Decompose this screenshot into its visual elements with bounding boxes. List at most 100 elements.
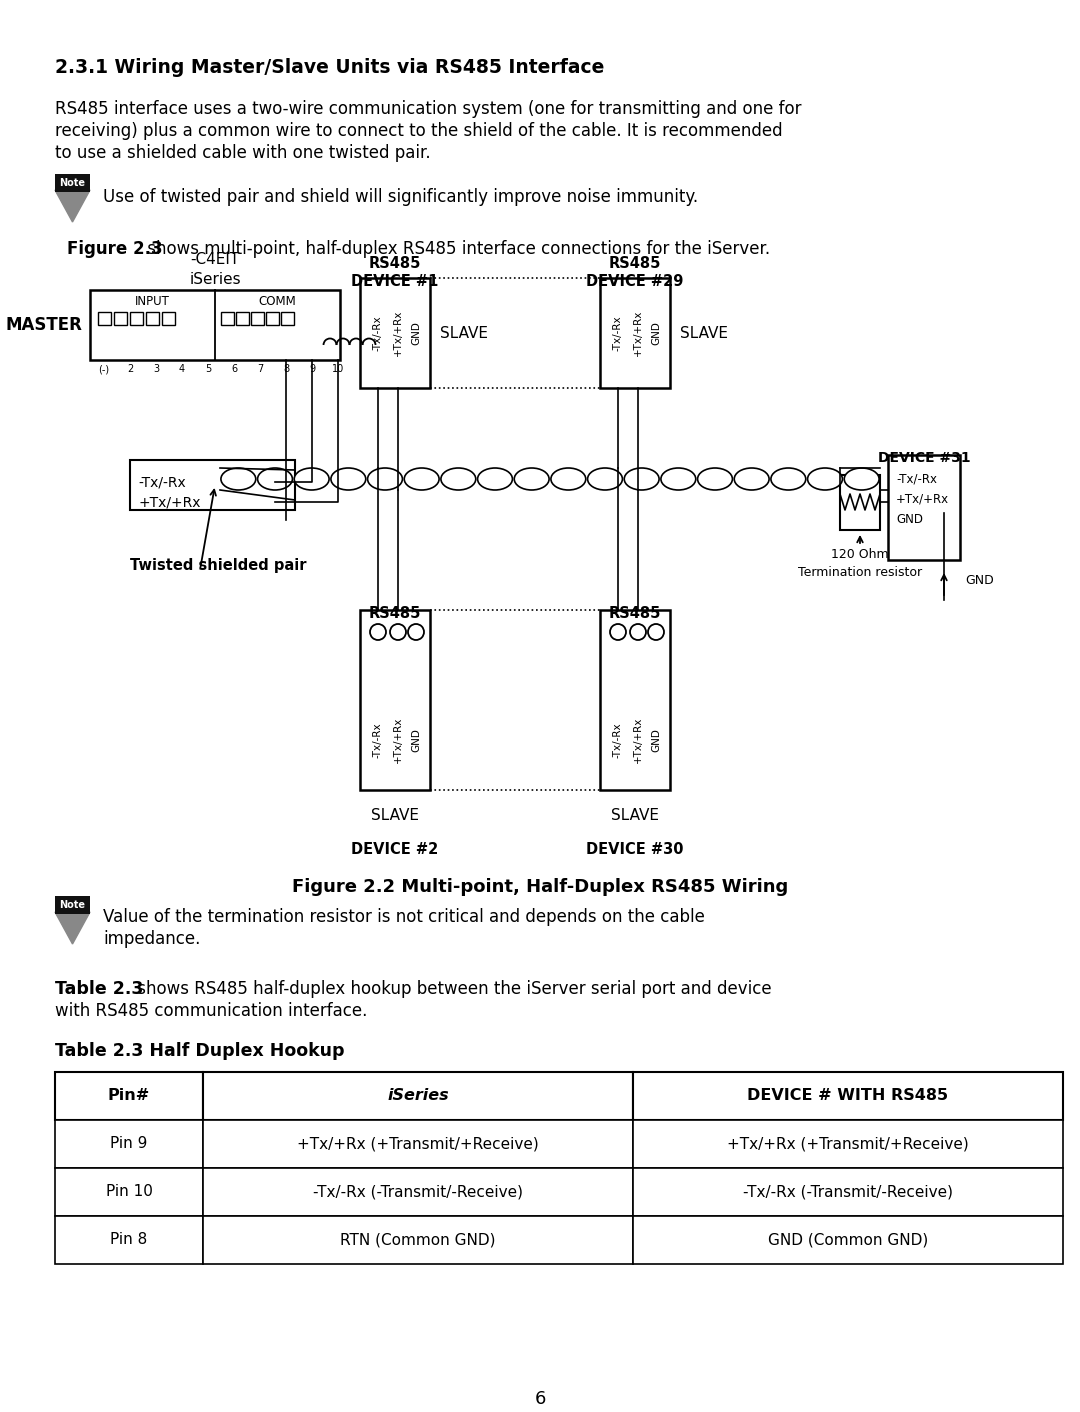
Text: RS485: RS485 xyxy=(368,256,421,271)
Bar xyxy=(55,897,90,914)
Text: RTN (Common GND): RTN (Common GND) xyxy=(340,1233,496,1247)
Bar xyxy=(633,1072,1063,1120)
Ellipse shape xyxy=(441,467,476,490)
Text: shows multi-point, half-duplex RS485 interface connections for the iServer.: shows multi-point, half-duplex RS485 int… xyxy=(141,240,770,258)
Text: Pin 10: Pin 10 xyxy=(106,1185,152,1200)
Text: SLAVE: SLAVE xyxy=(611,808,659,823)
Text: DEVICE #1: DEVICE #1 xyxy=(351,274,438,289)
Text: shows RS485 half-duplex hookup between the iServer serial port and device: shows RS485 half-duplex hookup between t… xyxy=(132,980,771,998)
Text: -Tx/-Rx (-Transmit/-Receive): -Tx/-Rx (-Transmit/-Receive) xyxy=(313,1185,523,1200)
Bar xyxy=(55,1216,203,1264)
Polygon shape xyxy=(55,912,90,945)
Text: SLAVE: SLAVE xyxy=(440,326,488,340)
Bar xyxy=(600,610,670,789)
Text: 3: 3 xyxy=(153,364,159,374)
Text: RS485: RS485 xyxy=(368,606,421,621)
Text: DEVICE #31: DEVICE #31 xyxy=(878,450,970,465)
Text: 6: 6 xyxy=(535,1389,545,1408)
Text: 6: 6 xyxy=(231,364,238,374)
Bar xyxy=(203,1216,633,1264)
Bar xyxy=(281,312,294,325)
Text: -Tx/-Rx: -Tx/-Rx xyxy=(896,473,937,486)
Bar xyxy=(266,312,279,325)
Bar xyxy=(203,1072,633,1120)
Ellipse shape xyxy=(808,467,842,490)
Text: Pin#: Pin# xyxy=(108,1089,150,1104)
Text: 2.3.1 Wiring Master/Slave Units via RS485 Interface: 2.3.1 Wiring Master/Slave Units via RS48… xyxy=(55,58,605,78)
Ellipse shape xyxy=(514,467,549,490)
Bar xyxy=(203,1120,633,1168)
Ellipse shape xyxy=(367,467,403,490)
Text: +Tx/+Rx: +Tx/+Rx xyxy=(138,496,201,508)
Bar xyxy=(633,1120,1063,1168)
Text: RS485: RS485 xyxy=(609,606,661,621)
Bar xyxy=(888,455,960,561)
Text: GND: GND xyxy=(411,321,421,345)
Text: COMM: COMM xyxy=(258,295,296,308)
Text: GND: GND xyxy=(966,573,994,586)
Text: +Tx/+Rx (+Transmit/+Receive): +Tx/+Rx (+Transmit/+Receive) xyxy=(297,1137,539,1152)
Ellipse shape xyxy=(845,467,879,490)
Text: +Tx/+Rx: +Tx/+Rx xyxy=(633,309,643,356)
Text: -Tx/-Rx (-Transmit/-Receive): -Tx/-Rx (-Transmit/-Receive) xyxy=(743,1185,953,1200)
Bar xyxy=(114,312,127,325)
Text: Twisted shielded pair: Twisted shielded pair xyxy=(130,558,307,573)
Text: Table 2.3 Half Duplex Hookup: Table 2.3 Half Duplex Hookup xyxy=(55,1042,345,1060)
Text: 2: 2 xyxy=(126,364,133,374)
Text: DEVICE #29: DEVICE #29 xyxy=(586,274,684,289)
Text: -Tx/-Rx: -Tx/-Rx xyxy=(373,315,383,350)
Text: -Tx/-Rx: -Tx/-Rx xyxy=(138,474,186,489)
Bar xyxy=(840,474,880,530)
Ellipse shape xyxy=(698,467,732,490)
Bar xyxy=(237,312,249,325)
Text: SLAVE: SLAVE xyxy=(680,326,728,340)
Text: RS485 interface uses a two-wire communication system (one for transmitting and o: RS485 interface uses a two-wire communic… xyxy=(55,100,801,119)
Text: impedance.: impedance. xyxy=(103,931,201,947)
Text: -C4EIT: -C4EIT xyxy=(190,251,240,267)
Text: 8: 8 xyxy=(283,364,289,374)
Text: -Tx/-Rx: -Tx/-Rx xyxy=(373,722,383,758)
Bar xyxy=(633,1168,1063,1216)
Bar xyxy=(633,1216,1063,1264)
Ellipse shape xyxy=(588,467,622,490)
Text: INPUT: INPUT xyxy=(135,295,170,308)
Ellipse shape xyxy=(551,467,585,490)
Text: GND: GND xyxy=(896,513,923,527)
Text: 5: 5 xyxy=(205,364,211,374)
Text: +Tx/+Rx (+Transmit/+Receive): +Tx/+Rx (+Transmit/+Receive) xyxy=(727,1137,969,1152)
Text: Note: Note xyxy=(59,899,85,909)
Polygon shape xyxy=(55,191,90,222)
Bar xyxy=(55,1120,203,1168)
Bar xyxy=(130,312,143,325)
Text: +Tx/+Rx: +Tx/+Rx xyxy=(393,309,403,356)
Text: 10: 10 xyxy=(332,364,345,374)
Bar xyxy=(203,1168,633,1216)
Bar xyxy=(162,312,175,325)
Bar xyxy=(360,610,430,789)
Text: 9: 9 xyxy=(309,364,315,374)
Text: Figure 2.2 Multi-point, Half-Duplex RS485 Wiring: Figure 2.2 Multi-point, Half-Duplex RS48… xyxy=(292,878,788,897)
Text: +Tx/+Rx: +Tx/+Rx xyxy=(393,717,403,764)
Bar xyxy=(55,1072,203,1120)
Text: GND (Common GND): GND (Common GND) xyxy=(768,1233,928,1247)
Text: DEVICE #2: DEVICE #2 xyxy=(351,842,438,857)
Bar xyxy=(98,312,111,325)
Text: GND: GND xyxy=(651,321,661,345)
Text: Use of twisted pair and shield will significantly improve noise immunity.: Use of twisted pair and shield will sign… xyxy=(103,188,698,206)
Text: 4: 4 xyxy=(179,364,185,374)
Ellipse shape xyxy=(477,467,512,490)
Text: iSeries: iSeries xyxy=(189,273,241,287)
Text: GND: GND xyxy=(411,729,421,753)
Text: to use a shielded cable with one twisted pair.: to use a shielded cable with one twisted… xyxy=(55,144,431,162)
Text: Table 2.3: Table 2.3 xyxy=(55,980,144,998)
Text: Pin 9: Pin 9 xyxy=(110,1137,148,1152)
Text: Pin 8: Pin 8 xyxy=(110,1233,148,1247)
Text: DEVICE # WITH RS485: DEVICE # WITH RS485 xyxy=(747,1089,948,1104)
Ellipse shape xyxy=(258,467,293,490)
Ellipse shape xyxy=(734,467,769,490)
Bar xyxy=(360,278,430,388)
Text: -Tx/-Rx: -Tx/-Rx xyxy=(613,315,623,350)
Text: Figure 2.3: Figure 2.3 xyxy=(67,240,163,258)
Text: SLAVE: SLAVE xyxy=(372,808,419,823)
Text: MASTER: MASTER xyxy=(5,316,82,335)
